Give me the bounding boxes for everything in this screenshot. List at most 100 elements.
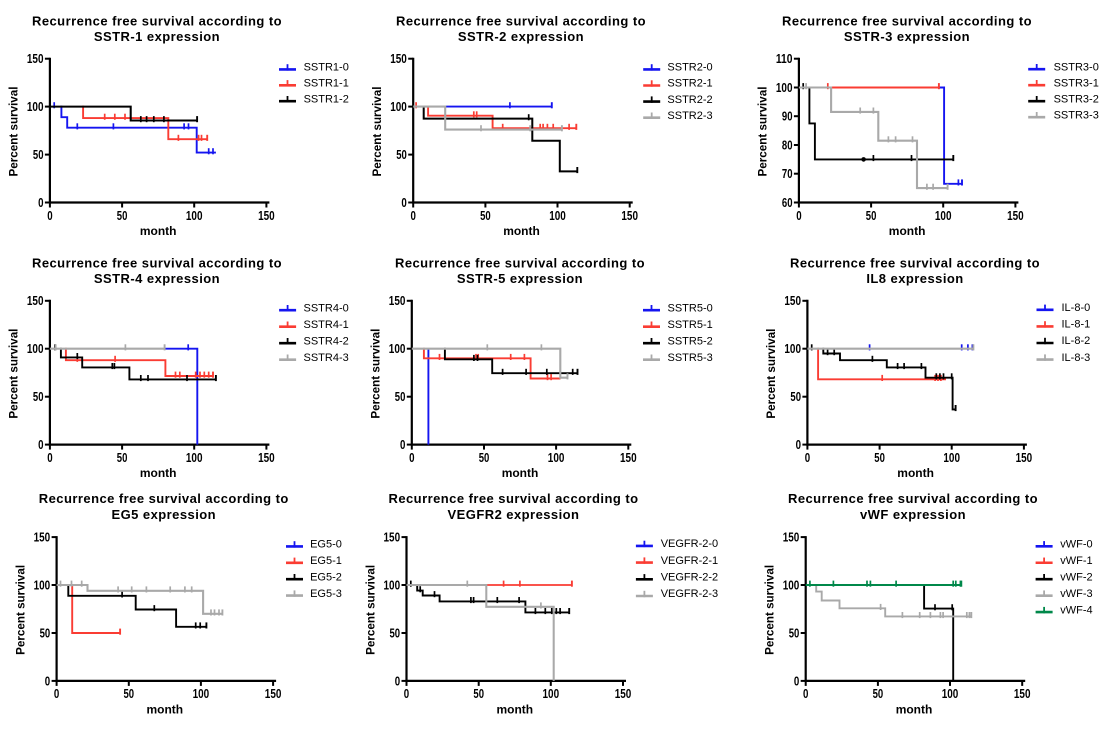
svg-text:0: 0 bbox=[47, 209, 52, 223]
svg-text:vWF-1: vWF-1 bbox=[1060, 555, 1092, 567]
svg-text:50: 50 bbox=[473, 687, 484, 701]
svg-text:150: 150 bbox=[783, 531, 800, 545]
svg-text:SSTR2-0: SSTR2-0 bbox=[667, 62, 712, 74]
svg-text:150: 150 bbox=[390, 52, 407, 66]
svg-text:SSTR4-0: SSTR4-0 bbox=[304, 302, 349, 314]
svg-text:month: month bbox=[147, 702, 184, 716]
svg-text:150: 150 bbox=[1007, 209, 1024, 223]
svg-text:0: 0 bbox=[38, 196, 43, 210]
svg-text:SSTR-3 expression: SSTR-3 expression bbox=[844, 29, 970, 44]
svg-text:SSTR5-0: SSTR5-0 bbox=[668, 302, 713, 314]
svg-text:150: 150 bbox=[27, 52, 44, 66]
svg-text:150: 150 bbox=[258, 451, 275, 465]
svg-text:SSTR5-2: SSTR5-2 bbox=[668, 335, 713, 347]
svg-text:0: 0 bbox=[796, 209, 801, 223]
svg-text:month: month bbox=[140, 466, 177, 480]
svg-text:vWF expression: vWF expression bbox=[860, 507, 966, 522]
svg-text:Recurrence free survival accor: Recurrence free survival according to bbox=[32, 256, 282, 271]
svg-text:150: 150 bbox=[384, 531, 401, 545]
svg-text:50: 50 bbox=[33, 390, 44, 404]
svg-text:50: 50 bbox=[866, 209, 877, 223]
svg-text:100: 100 bbox=[549, 209, 566, 223]
svg-text:SSTR3-3: SSTR3-3 bbox=[1054, 109, 1099, 121]
svg-text:SSTR2-1: SSTR2-1 bbox=[667, 78, 712, 90]
svg-text:SSTR-2 expression: SSTR-2 expression bbox=[458, 29, 584, 44]
svg-text:100: 100 bbox=[186, 451, 203, 465]
svg-text:50: 50 bbox=[33, 148, 44, 162]
svg-text:0: 0 bbox=[400, 438, 405, 452]
svg-text:month: month bbox=[502, 466, 539, 480]
svg-text:50: 50 bbox=[480, 209, 491, 223]
svg-text:EG5 expression: EG5 expression bbox=[112, 507, 217, 522]
svg-text:0: 0 bbox=[38, 438, 43, 452]
svg-text:100: 100 bbox=[34, 578, 51, 592]
svg-text:SSTR2-3: SSTR2-3 bbox=[667, 110, 712, 122]
svg-text:0: 0 bbox=[404, 687, 409, 701]
svg-text:Percent survival: Percent survival bbox=[763, 565, 777, 655]
svg-text:SSTR-5 expression: SSTR-5 expression bbox=[457, 271, 583, 286]
svg-text:EG5-0: EG5-0 bbox=[310, 539, 342, 551]
svg-text:150: 150 bbox=[621, 209, 638, 223]
svg-text:SSTR5-3: SSTR5-3 bbox=[668, 352, 713, 364]
svg-text:SSTR4-2: SSTR4-2 bbox=[304, 335, 349, 347]
svg-text:Recurrence free survival accor: Recurrence free survival according to bbox=[782, 14, 1032, 29]
svg-text:150: 150 bbox=[258, 209, 275, 223]
svg-text:0: 0 bbox=[803, 687, 808, 701]
svg-text:100: 100 bbox=[942, 687, 959, 701]
svg-text:0: 0 bbox=[401, 196, 406, 210]
svg-text:Percent survival: Percent survival bbox=[369, 329, 383, 419]
svg-text:SSTR1-2: SSTR1-2 bbox=[304, 93, 349, 105]
svg-text:IL-8-2: IL-8-2 bbox=[1062, 335, 1091, 347]
svg-text:50: 50 bbox=[790, 390, 801, 404]
svg-text:0: 0 bbox=[409, 451, 414, 465]
svg-text:100: 100 bbox=[784, 342, 801, 356]
svg-text:month: month bbox=[497, 702, 534, 716]
svg-text:0: 0 bbox=[395, 674, 400, 688]
svg-text:150: 150 bbox=[265, 687, 282, 701]
svg-text:150: 150 bbox=[615, 687, 632, 701]
svg-text:Percent survival: Percent survival bbox=[13, 565, 27, 655]
svg-text:Percent survival: Percent survival bbox=[7, 87, 21, 177]
svg-text:100: 100 bbox=[943, 451, 960, 465]
svg-text:SSTR4-1: SSTR4-1 bbox=[304, 319, 349, 331]
svg-text:IL8 expression: IL8 expression bbox=[866, 271, 963, 286]
svg-text:SSTR3-2: SSTR3-2 bbox=[1054, 93, 1099, 105]
svg-text:100: 100 bbox=[935, 209, 952, 223]
svg-text:month: month bbox=[896, 702, 933, 716]
svg-text:100: 100 bbox=[543, 687, 560, 701]
svg-text:100: 100 bbox=[186, 209, 203, 223]
svg-text:EG5-2: EG5-2 bbox=[310, 571, 342, 583]
svg-text:SSTR3-0: SSTR3-0 bbox=[1054, 61, 1099, 73]
svg-text:100: 100 bbox=[783, 578, 800, 592]
svg-text:Percent survival: Percent survival bbox=[7, 329, 21, 419]
svg-text:Recurrence free survival accor: Recurrence free survival according to bbox=[32, 14, 282, 29]
svg-text:50: 50 bbox=[874, 451, 885, 465]
svg-text:100: 100 bbox=[27, 342, 44, 356]
svg-text:50: 50 bbox=[789, 626, 800, 640]
svg-text:Recurrence free survival accor: Recurrence free survival according to bbox=[788, 491, 1038, 506]
svg-text:Percent survival: Percent survival bbox=[764, 329, 778, 419]
svg-text:Percent survival: Percent survival bbox=[370, 87, 384, 177]
svg-text:0: 0 bbox=[45, 674, 50, 688]
svg-text:90: 90 bbox=[782, 110, 793, 124]
svg-text:150: 150 bbox=[784, 294, 801, 308]
svg-text:Recurrence free survival accor: Recurrence free survival according to bbox=[388, 491, 638, 506]
svg-text:Percent survival: Percent survival bbox=[363, 565, 377, 655]
svg-text:SSTR1-0: SSTR1-0 bbox=[304, 62, 349, 74]
svg-text:Recurrence free survival accor: Recurrence free survival according to bbox=[396, 14, 646, 29]
svg-text:Recurrence free survival accor: Recurrence free survival according to bbox=[395, 256, 645, 271]
svg-text:IL-8-1: IL-8-1 bbox=[1062, 319, 1091, 331]
svg-text:50: 50 bbox=[395, 390, 406, 404]
svg-text:EG5-3: EG5-3 bbox=[310, 588, 342, 600]
svg-text:70: 70 bbox=[782, 167, 793, 181]
svg-text:VEGFR-2-1: VEGFR-2-1 bbox=[661, 555, 718, 567]
svg-text:month: month bbox=[503, 224, 540, 238]
svg-text:Recurrence free survival accor: Recurrence free survival according to bbox=[790, 256, 1040, 271]
svg-text:VEGFR-2-2: VEGFR-2-2 bbox=[661, 572, 718, 584]
svg-text:VEGFR-2-0: VEGFR-2-0 bbox=[661, 538, 718, 550]
svg-text:vWF-4: vWF-4 bbox=[1060, 604, 1092, 616]
svg-text:0: 0 bbox=[796, 438, 801, 452]
svg-text:50: 50 bbox=[117, 451, 128, 465]
svg-text:vWF-3: vWF-3 bbox=[1060, 588, 1092, 600]
svg-text:100: 100 bbox=[390, 100, 407, 114]
